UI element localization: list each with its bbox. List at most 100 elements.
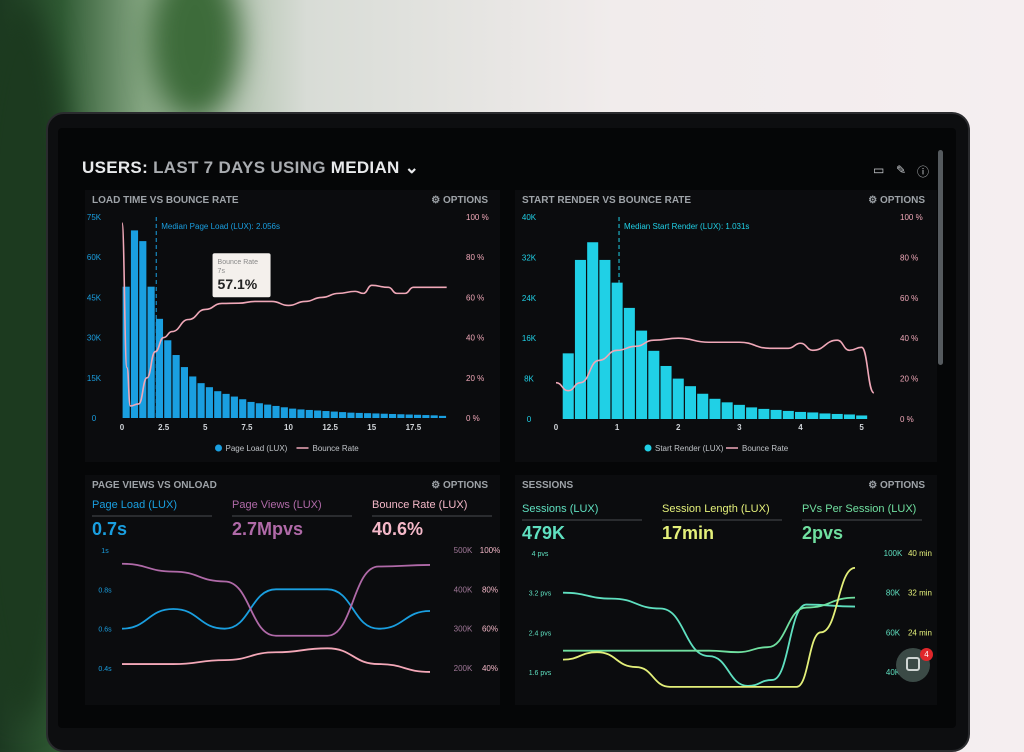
panel-title: PAGE VIEWS VS ONLOAD: [92, 480, 217, 491]
histogram-bar: [721, 402, 733, 419]
y-tick-label: 1s: [101, 548, 109, 555]
share-icon[interactable]: ✎: [896, 163, 907, 177]
legend-marker: [215, 444, 222, 452]
y-tick-label: 4 pvs: [532, 551, 549, 558]
histogram-bar: [389, 413, 397, 418]
y-tick-label: 15K: [87, 374, 102, 383]
y-tick-label: 0.6s: [98, 627, 112, 634]
histogram-bar: [562, 353, 574, 419]
histogram-bar: [339, 412, 347, 418]
y2-tick-label: 60 %: [466, 293, 484, 302]
y3-tick-label: 60%: [482, 625, 498, 634]
y3-tick-label: 40%: [482, 664, 498, 673]
histogram-bar: [405, 414, 413, 418]
chat-icon: [906, 657, 920, 671]
y2-tick-label: 100 %: [466, 213, 489, 222]
chevron-down-icon[interactable]: ⌄: [404, 158, 420, 177]
y-tick-label: 45K: [87, 293, 102, 302]
histogram-bar: [255, 403, 263, 418]
dashboard-title[interactable]: USERS: LAST 7 DAYS USING MEDIAN ⌄: [82, 158, 419, 178]
kpi-value: 2pvs: [802, 523, 843, 543]
histogram-bar: [272, 405, 280, 418]
histogram-bar: [330, 411, 338, 418]
y-tick-label: 3.2 pvs: [529, 591, 552, 598]
histogram-bar: [172, 355, 180, 418]
histogram-bar: [205, 387, 213, 418]
tooltip: [212, 253, 271, 298]
kpi-label: Bounce Rate (LUX): [372, 499, 467, 511]
histogram-bar: [795, 411, 807, 419]
legend-label: Page Load (LUX): [226, 444, 288, 453]
panel-title: LOAD TIME VS BOUNCE RATE: [92, 195, 239, 206]
background-plant: [150, 0, 240, 120]
y3-tick-label: 24 min: [908, 628, 932, 637]
options-button[interactable]: ⚙ OPTIONS: [868, 195, 925, 206]
help-icon[interactable]: ⓘ: [917, 165, 930, 179]
histogram-bar: [636, 330, 648, 419]
y-tick-label: 1.6 pvs: [529, 670, 552, 677]
histogram-bar: [147, 286, 155, 418]
panel-title: SESSIONS: [522, 480, 573, 491]
y-tick-label: 32K: [522, 253, 537, 262]
y-tick-label: 2.4 pvs: [529, 630, 552, 637]
options-button[interactable]: ⚙ OPTIONS: [868, 480, 925, 491]
kpi-value: 40.6%: [372, 519, 423, 539]
monitor-icon[interactable]: ▭: [873, 163, 885, 177]
y-tick-label: 8K: [524, 375, 534, 384]
options-button[interactable]: ⚙ OPTIONS: [431, 195, 488, 206]
histogram-bar: [230, 396, 238, 418]
y-tick-label: 60K: [87, 253, 102, 262]
histogram-bar: [684, 386, 697, 419]
x-tick-label: 2.5: [158, 423, 170, 432]
histogram-bar: [289, 408, 297, 418]
histogram-bar: [264, 404, 272, 418]
kpi-label: Page Views (LUX): [232, 499, 322, 511]
histogram-bar: [305, 409, 313, 418]
histogram-bar: [222, 393, 230, 418]
kpi-label: Sessions (LUX): [522, 503, 598, 515]
y2-tick-label: 300K: [454, 625, 473, 634]
options-button[interactable]: ⚙ OPTIONS: [431, 480, 488, 491]
y2-tick-label: 0 %: [466, 414, 480, 423]
y3-tick-label: 100%: [480, 546, 500, 555]
y2-tick-label: 80 %: [900, 253, 918, 262]
y2-tick-label: 400K: [454, 585, 473, 594]
histogram-bar: [422, 415, 430, 418]
histogram-bar: [372, 413, 380, 418]
x-tick-label: 10: [284, 423, 293, 432]
histogram-bar: [758, 408, 770, 419]
x-tick-label: 12.5: [322, 423, 338, 432]
y-tick-label: 16K: [522, 334, 537, 343]
histogram-bar: [782, 410, 794, 419]
x-tick-label: 17.5: [406, 423, 422, 432]
histogram-bar: [819, 413, 831, 419]
histogram-bar: [380, 413, 388, 418]
title-using: USING: [270, 158, 326, 177]
bounce-rate-line: [121, 222, 447, 407]
x-tick-label: 2: [676, 423, 681, 432]
kpi-value: 479K: [522, 523, 565, 543]
x-tick-label: 5: [859, 423, 864, 432]
histogram-bar: [587, 242, 599, 419]
kpi-label: Page Load (LUX): [92, 499, 177, 511]
series-line: [121, 562, 431, 637]
series-line: [562, 566, 856, 688]
title-stat: MEDIAN: [330, 158, 400, 177]
title-prefix: USERS:: [82, 158, 149, 177]
histogram-bar: [314, 410, 322, 418]
histogram-bar: [660, 365, 672, 419]
histogram-bar: [807, 412, 819, 419]
scrollbar[interactable]: [938, 150, 943, 365]
y2-tick-label: 20 %: [466, 374, 484, 383]
median-annotation: Median Page Load (LUX): 2.056s: [161, 222, 280, 231]
histogram-bar: [856, 415, 868, 419]
histogram-bar: [672, 378, 684, 419]
y3-tick-label: 80%: [482, 585, 498, 594]
histogram-bar: [831, 413, 843, 419]
histogram-bar: [364, 413, 372, 418]
kpi-value: 2.7Mpvs: [232, 519, 303, 539]
title-range: LAST 7 DAYS: [153, 158, 266, 177]
y-tick-label: 24K: [522, 294, 537, 303]
histogram-bar: [648, 350, 660, 419]
legend-label: Bounce Rate: [313, 444, 360, 453]
